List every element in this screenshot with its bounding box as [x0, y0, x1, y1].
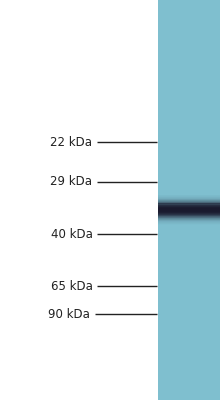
Bar — [158, 198, 220, 199]
Bar — [158, 209, 220, 210]
Bar — [158, 221, 220, 222]
Bar — [158, 201, 220, 202]
Bar — [158, 221, 220, 222]
Bar — [158, 215, 220, 216]
Bar — [158, 208, 220, 209]
Bar — [158, 202, 220, 203]
Bar — [158, 200, 220, 201]
Bar — [158, 208, 220, 209]
Bar — [158, 201, 220, 202]
Text: 90 kDa: 90 kDa — [48, 308, 90, 320]
Bar — [158, 213, 220, 214]
Bar — [158, 200, 220, 201]
Bar — [158, 205, 220, 206]
Bar — [158, 203, 220, 204]
Bar — [158, 196, 220, 197]
Bar — [158, 220, 220, 221]
Bar — [158, 216, 220, 217]
Bar — [158, 207, 220, 208]
Bar — [158, 217, 220, 218]
Bar — [158, 197, 220, 198]
Bar — [158, 214, 220, 215]
Bar — [158, 199, 220, 200]
Text: 40 kDa: 40 kDa — [51, 228, 92, 240]
Bar — [158, 212, 220, 213]
Bar — [158, 215, 220, 216]
Bar — [158, 205, 220, 206]
Bar — [158, 217, 220, 218]
Bar — [158, 218, 220, 219]
Bar — [158, 197, 220, 198]
Bar — [158, 203, 220, 204]
Bar — [158, 209, 220, 210]
Bar — [158, 206, 220, 207]
Bar — [158, 223, 220, 224]
Bar — [158, 219, 220, 220]
Bar — [158, 222, 220, 223]
Bar — [158, 222, 220, 223]
Bar — [158, 211, 220, 212]
Bar — [158, 223, 220, 224]
Bar — [158, 220, 220, 221]
Bar — [158, 206, 220, 207]
Text: 22 kDa: 22 kDa — [50, 136, 92, 148]
Bar — [158, 210, 220, 211]
Bar — [158, 204, 220, 205]
Bar — [158, 205, 220, 206]
FancyBboxPatch shape — [158, 0, 220, 400]
Bar — [158, 196, 220, 197]
Bar — [158, 207, 220, 208]
Bar — [158, 195, 220, 196]
Bar — [158, 210, 220, 211]
Bar — [158, 199, 220, 200]
Bar — [158, 212, 220, 213]
Text: 65 kDa: 65 kDa — [51, 280, 92, 292]
Bar — [158, 218, 220, 219]
Bar — [158, 202, 220, 203]
Bar — [158, 222, 220, 223]
Bar — [158, 219, 220, 220]
Text: 29 kDa: 29 kDa — [50, 176, 92, 188]
Bar — [158, 211, 220, 212]
Bar — [158, 214, 220, 215]
Bar — [158, 198, 220, 199]
Bar — [158, 204, 220, 205]
Bar — [158, 213, 220, 214]
Bar — [158, 216, 220, 217]
